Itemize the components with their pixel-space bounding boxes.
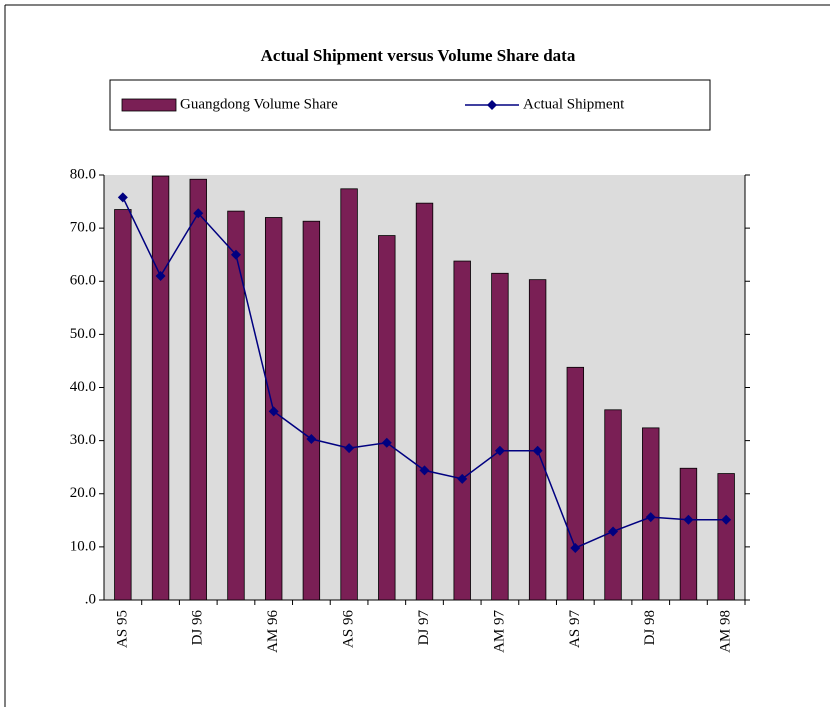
legend-box bbox=[109, 79, 711, 131]
x-tick-label: AS 95 bbox=[114, 610, 130, 648]
x-tick-label: AM 96 bbox=[265, 610, 281, 653]
bar bbox=[679, 467, 698, 601]
marker bbox=[532, 445, 543, 456]
bar bbox=[227, 210, 245, 601]
marker bbox=[155, 270, 166, 281]
x-tick-label: AM 97 bbox=[491, 610, 507, 653]
bar bbox=[415, 202, 434, 601]
x-tick-label: DJ 97 bbox=[416, 610, 432, 646]
legend-marker bbox=[487, 100, 497, 110]
y-tick-label: 50.0 bbox=[70, 326, 96, 342]
marker bbox=[117, 192, 128, 203]
y-tick-label: 80.0 bbox=[70, 166, 96, 182]
marker bbox=[645, 512, 656, 523]
bar bbox=[302, 220, 321, 601]
marker bbox=[306, 434, 317, 445]
legend-swatch bbox=[121, 98, 177, 112]
bar bbox=[528, 279, 547, 601]
marker bbox=[381, 437, 392, 448]
y-tick-label: 70.0 bbox=[70, 220, 96, 236]
y-tick-label: 10.0 bbox=[70, 538, 96, 554]
y-tick-label: 30.0 bbox=[70, 432, 96, 448]
marker bbox=[457, 473, 468, 484]
x-tick-label: DJ 96 bbox=[190, 610, 206, 646]
legend-label: Guangdong Volume Share bbox=[180, 96, 338, 112]
marker bbox=[268, 406, 279, 417]
bar bbox=[491, 272, 509, 601]
bar bbox=[114, 209, 132, 601]
bar bbox=[189, 178, 207, 601]
x-tick-label: AS 97 bbox=[567, 610, 583, 648]
legend-label: Actual Shipment bbox=[523, 96, 625, 112]
marker bbox=[683, 514, 694, 525]
y-tick-label: 40.0 bbox=[70, 379, 96, 395]
y-tick-label: 60.0 bbox=[70, 273, 96, 289]
bar bbox=[717, 473, 735, 601]
marker bbox=[608, 526, 619, 537]
marker bbox=[570, 542, 581, 553]
chart-title: Actual Shipment versus Volume Share data bbox=[261, 46, 576, 65]
marker bbox=[230, 249, 241, 260]
x-tick-label: AS 96 bbox=[341, 610, 357, 648]
bar bbox=[378, 235, 396, 601]
y-tick-label: 20.0 bbox=[70, 485, 96, 501]
marker bbox=[494, 445, 505, 456]
bar bbox=[604, 409, 622, 601]
x-tick-label: DJ 98 bbox=[642, 610, 658, 645]
marker bbox=[193, 208, 204, 219]
marker bbox=[419, 465, 430, 476]
marker bbox=[344, 443, 355, 454]
x-tick-label: AM 98 bbox=[718, 610, 734, 653]
bar bbox=[566, 366, 585, 601]
bar bbox=[151, 175, 170, 601]
bar bbox=[340, 188, 358, 601]
bar bbox=[453, 260, 471, 601]
marker bbox=[721, 514, 732, 525]
y-tick-label: .0 bbox=[85, 591, 96, 607]
